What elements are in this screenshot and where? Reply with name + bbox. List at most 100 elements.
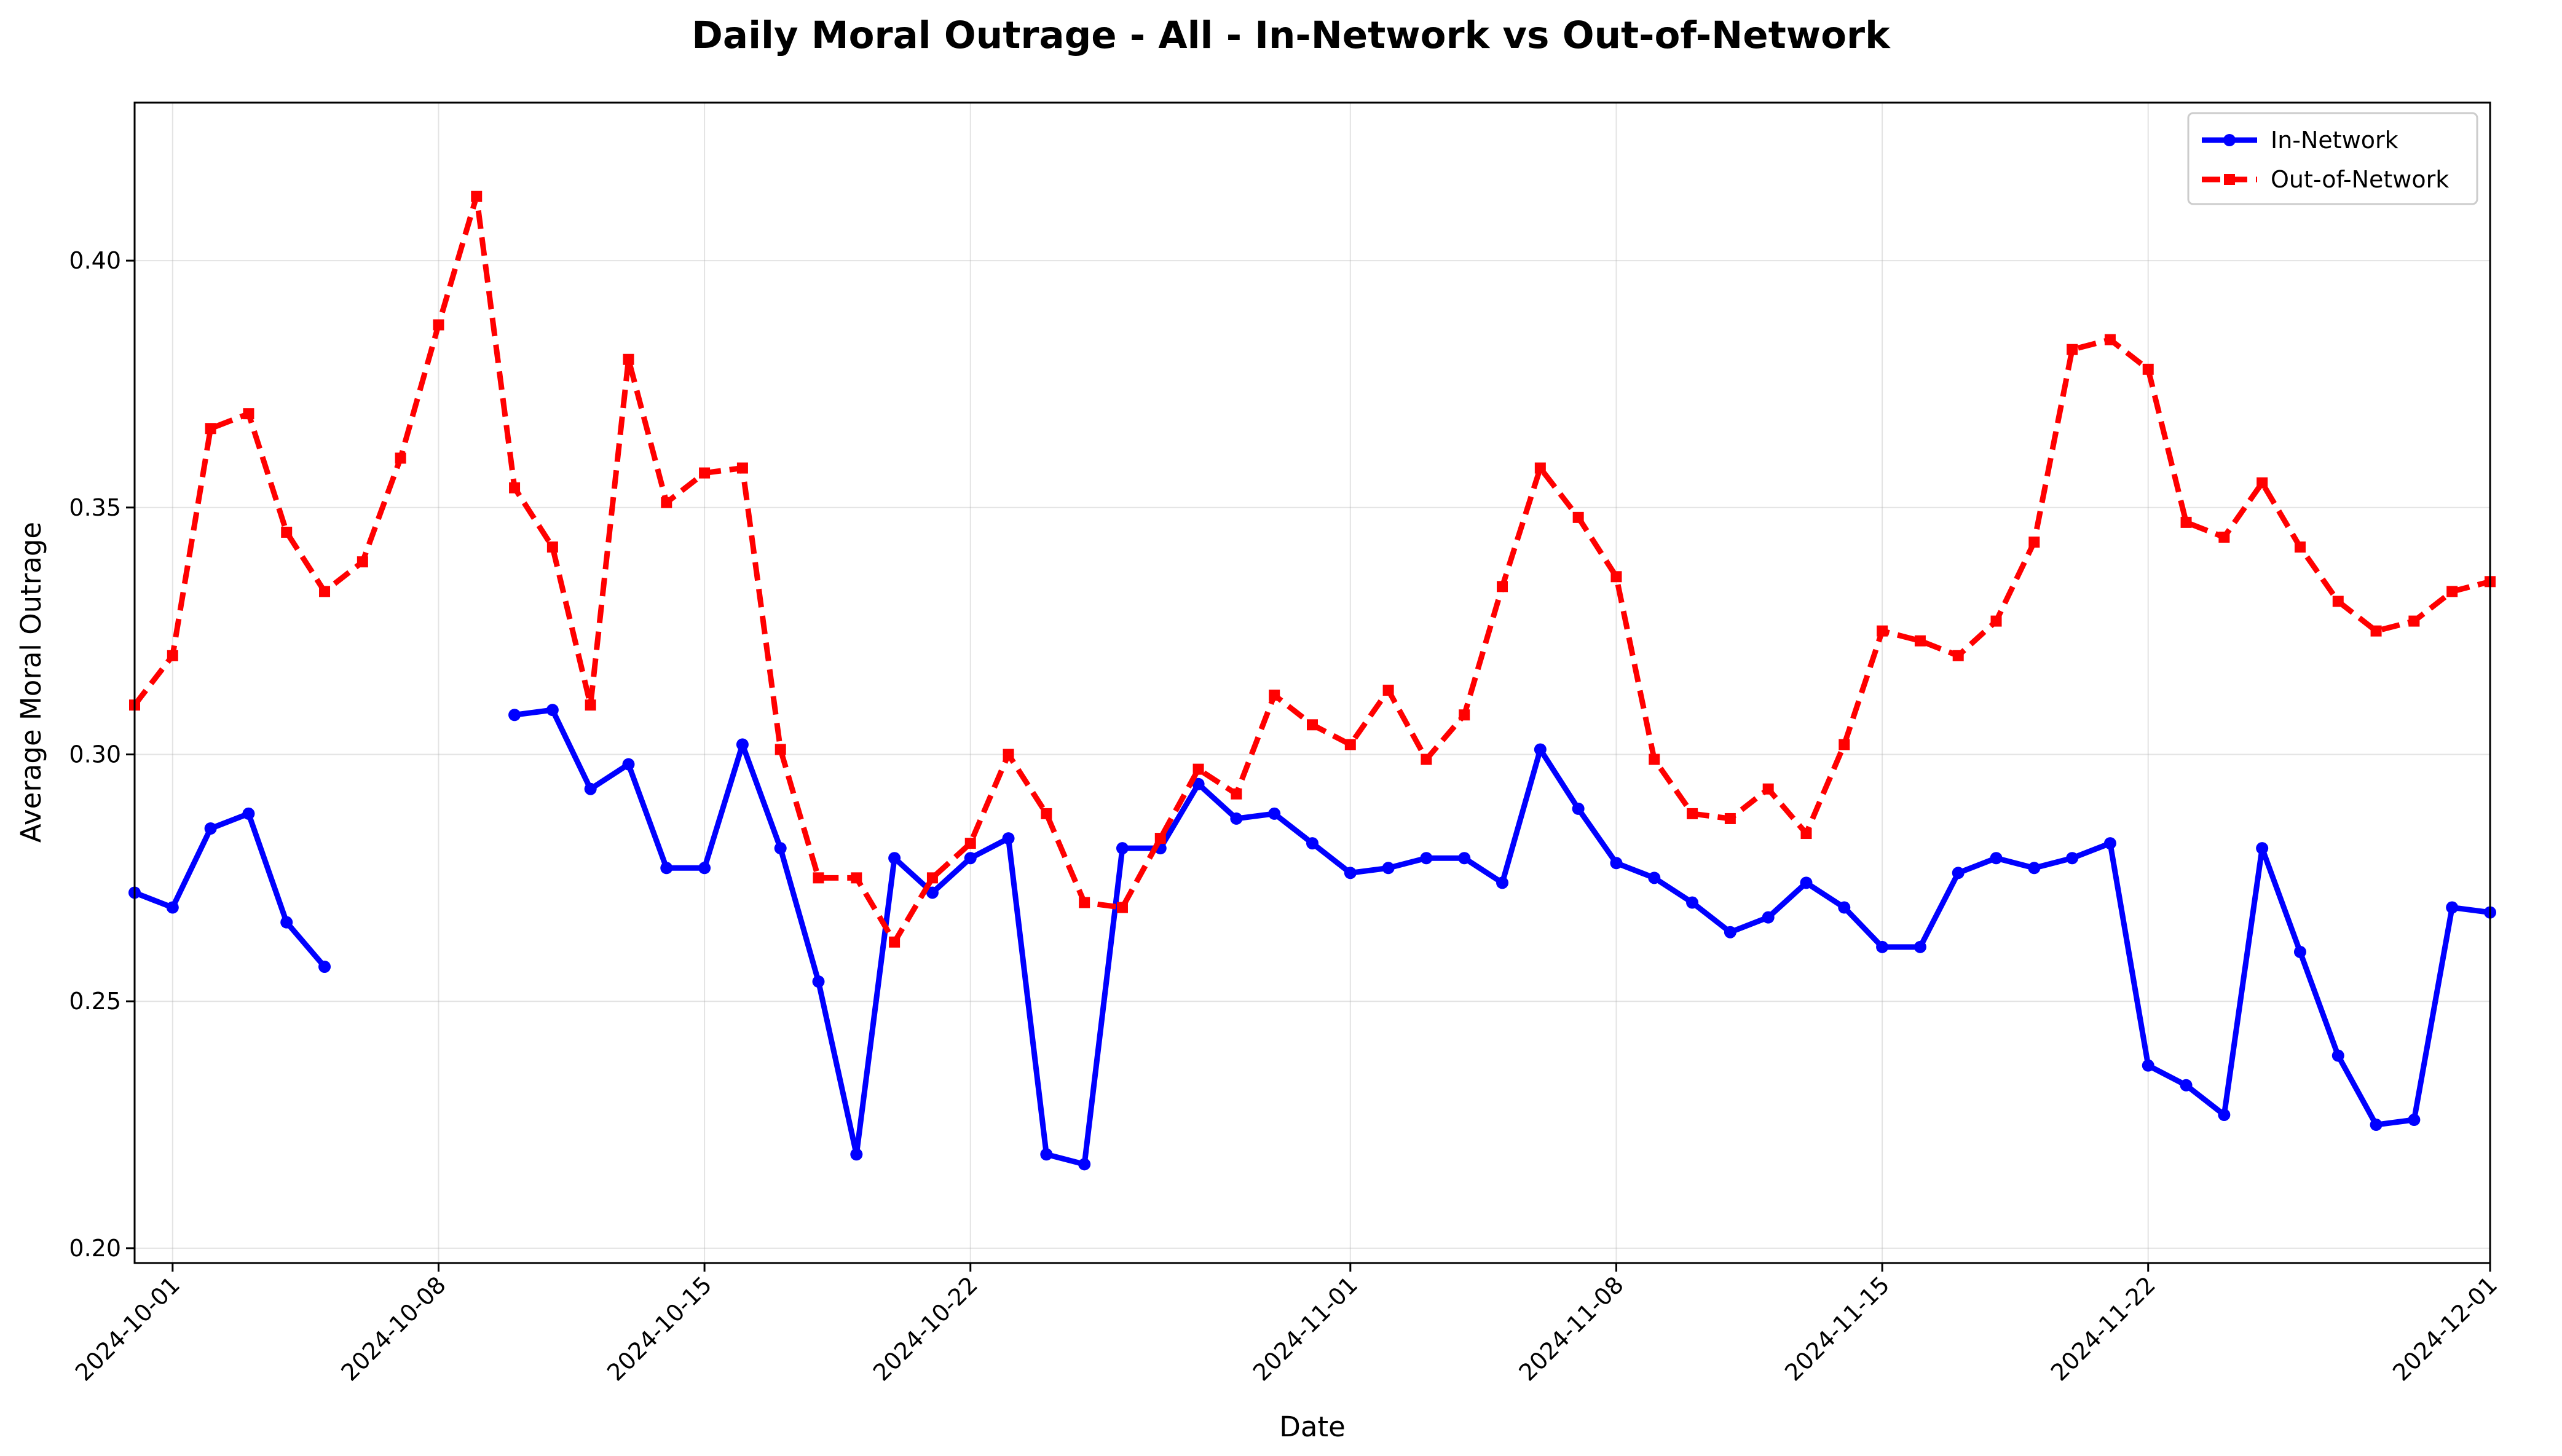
data-point — [1230, 812, 1243, 825]
data-point — [775, 744, 786, 755]
data-point — [699, 467, 711, 479]
data-point — [1154, 833, 1166, 844]
series-in-network — [128, 704, 2496, 1171]
data-point — [2142, 363, 2154, 375]
x-tick-label: 2024-12-01 — [2387, 1271, 2502, 1386]
data-point — [546, 704, 559, 717]
plot-frame — [133, 101, 2491, 1264]
x-tick-label: 2024-11-15 — [1780, 1271, 1894, 1386]
data-point — [850, 1148, 863, 1161]
x-tick-label: 2024-11-22 — [2046, 1271, 2161, 1386]
data-point — [2218, 531, 2230, 543]
data-point — [2408, 615, 2420, 627]
data-point — [813, 872, 824, 884]
tick-layer: 2024-10-01 2024-10-08 2024-10-15 2024-10-22… — [69, 247, 2502, 1386]
data-point — [1800, 876, 1813, 889]
data-point — [471, 191, 483, 202]
data-point — [1914, 635, 1926, 647]
legend-marker — [2224, 174, 2235, 185]
data-point — [889, 936, 901, 948]
data-point — [2370, 1119, 2383, 1131]
data-point — [166, 901, 179, 914]
data-point — [1003, 749, 1014, 760]
data-point — [2294, 541, 2306, 553]
x-tick-label: 2024-11-01 — [1248, 1271, 1363, 1386]
data-point — [2104, 334, 2116, 345]
y-tick-label: 0.20 — [69, 1235, 121, 1262]
data-point — [1040, 1148, 1053, 1161]
data-point — [1838, 901, 1851, 914]
data-point — [1192, 763, 1204, 775]
data-point — [2218, 1108, 2231, 1121]
data-point — [1496, 876, 1509, 889]
data-point — [1268, 807, 1281, 820]
data-point — [1420, 852, 1433, 865]
data-point — [1990, 852, 2003, 865]
data-point — [1534, 462, 1546, 474]
data-point — [1421, 754, 1432, 765]
data-point — [2331, 1049, 2344, 1062]
data-point — [1572, 802, 1585, 815]
data-point — [318, 960, 331, 973]
data-point — [1952, 867, 1965, 880]
data-point — [1762, 783, 1774, 795]
data-point — [1762, 911, 1775, 924]
data-point — [736, 462, 748, 474]
series-out-of-network — [129, 191, 2496, 948]
data-point — [1079, 897, 1090, 908]
y-tick-label: 0.30 — [69, 741, 121, 768]
data-point — [1192, 777, 1205, 790]
data-point — [1116, 902, 1128, 913]
x-tick-label: 2024-10-08 — [336, 1271, 451, 1386]
data-point — [1877, 625, 1888, 637]
data-point — [623, 353, 634, 365]
data-point — [812, 975, 825, 988]
data-point — [433, 319, 444, 331]
data-point — [1344, 867, 1357, 880]
data-point — [1116, 842, 1129, 855]
data-point — [1686, 896, 1699, 909]
data-point — [204, 822, 217, 835]
chart-title: Daily Moral Outrage - All - In-Network v… — [692, 14, 1891, 57]
data-point — [1610, 571, 1622, 583]
data-point — [546, 541, 558, 553]
data-point — [888, 852, 901, 865]
data-point — [1231, 788, 1242, 800]
data-point — [1724, 926, 1736, 939]
data-point — [2180, 516, 2192, 528]
legend-box — [2187, 112, 2478, 205]
x-tick-label: 2024-10-22 — [868, 1271, 983, 1386]
data-point — [585, 699, 596, 711]
series-line — [133, 811, 327, 969]
data-point — [2332, 596, 2344, 607]
y-tick-label: 0.35 — [69, 494, 121, 521]
data-point — [661, 497, 672, 508]
y-tick-label: 0.40 — [69, 247, 121, 274]
data-point — [395, 452, 406, 464]
data-point — [1078, 1158, 1091, 1171]
data-point — [1990, 615, 2002, 627]
data-point — [1572, 511, 1584, 523]
data-point — [1269, 690, 1280, 701]
data-point — [1002, 832, 1015, 845]
data-point — [2066, 852, 2079, 865]
data-point — [2446, 586, 2458, 597]
data-point — [1459, 709, 1470, 721]
x-tick-label: 2024-10-15 — [602, 1271, 717, 1386]
y-tick-label: 0.25 — [69, 988, 121, 1015]
data-point — [1687, 808, 1698, 819]
data-point — [736, 738, 749, 751]
data-point — [774, 842, 787, 855]
data-point — [1041, 808, 1052, 819]
data-point — [2257, 477, 2268, 489]
data-point — [2256, 842, 2269, 855]
data-point — [1344, 739, 1356, 750]
data-point — [509, 482, 521, 494]
data-point — [964, 852, 977, 865]
data-point — [622, 758, 635, 771]
data-point — [1724, 813, 1736, 824]
data-point — [1306, 837, 1318, 850]
x-tick-label: 2024-11-08 — [1514, 1271, 1629, 1386]
data-point — [1534, 743, 1547, 756]
